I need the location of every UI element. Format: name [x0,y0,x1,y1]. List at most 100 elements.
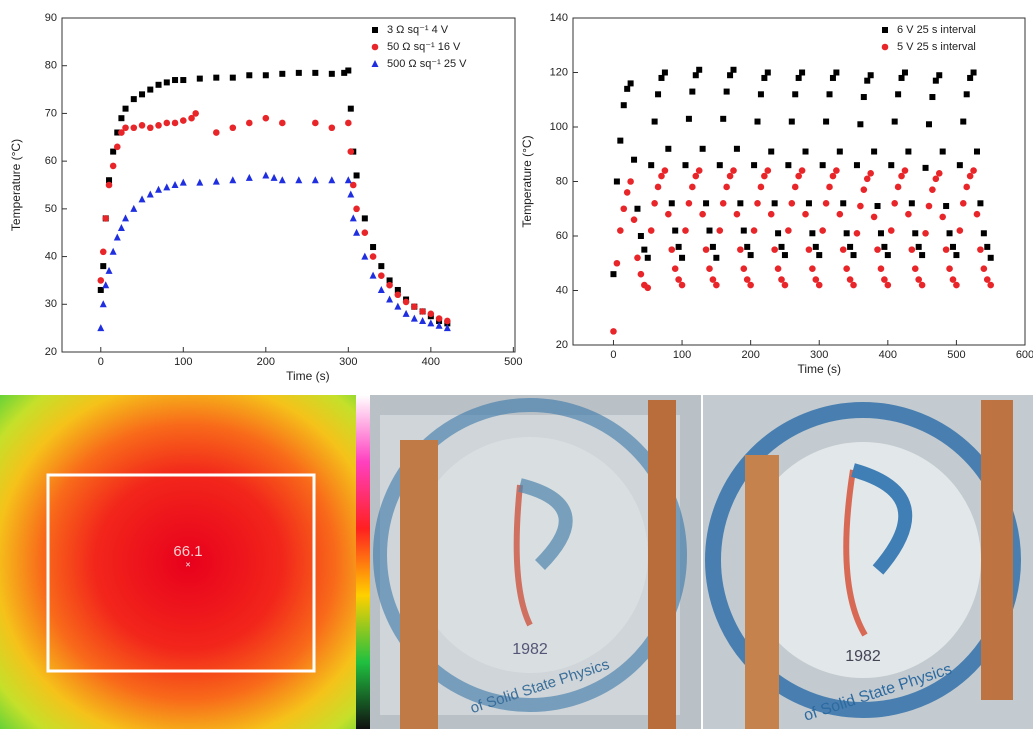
legend-marker [882,27,888,33]
data-point [747,281,754,289]
data-point [394,291,402,299]
y-tick-label: 80 [556,175,568,187]
data-point [788,200,796,207]
data-point [778,243,785,250]
data-point [915,276,922,283]
y-tick-label: 100 [550,121,568,133]
data-point [155,122,162,129]
data-point [860,94,867,101]
data-point [641,246,648,253]
data-point [353,172,360,179]
photo-svg: 1982 of Solid State Physics [370,395,701,729]
data-point [809,265,816,273]
data-point [829,74,836,81]
data-point [146,124,154,132]
data-point [637,233,644,239]
data-point [901,167,909,174]
data-point [767,210,775,218]
data-point [654,183,662,191]
data-point [229,74,236,81]
data-point [369,271,377,279]
data-point [874,246,881,253]
data-point [97,277,105,284]
data-point [113,143,121,151]
data-point [685,115,692,122]
copper-tape [400,440,438,729]
data-point [402,309,410,317]
data-point [744,243,751,250]
data-point [213,74,220,81]
x-tick-label: 300 [810,349,828,361]
data-point [163,79,170,86]
data-point [719,200,727,207]
data-point [929,94,936,101]
data-point [386,277,393,284]
data-point [262,114,270,122]
data-point [963,183,970,191]
data-point [953,281,960,289]
data-point [349,181,357,189]
data-point [925,121,932,128]
x-tick-label: 600 [1016,349,1033,361]
data-point [850,252,857,259]
data-point [624,85,631,92]
data-point [613,178,620,185]
data-point [179,117,187,124]
legend-marker [881,43,889,51]
data-point [118,129,125,136]
data-point [105,266,113,274]
data-point [617,137,624,144]
data-point [675,276,682,283]
copper-tape [981,400,1013,700]
y-tick-label: 70 [45,107,57,119]
data-point [922,164,929,171]
data-point [751,162,758,169]
data-point [706,227,713,234]
data-point [977,200,984,207]
data-point [980,230,987,237]
data-point [386,281,393,289]
data-point [846,276,854,283]
y-tick-label: 40 [556,284,568,296]
data-point [922,229,929,237]
x-tick-label: 300 [339,356,357,368]
data-point [703,200,710,207]
data-point [196,178,204,186]
data-point [795,172,802,180]
data-point [984,243,991,250]
data-point [122,124,129,132]
data-point [980,265,988,273]
data-point [943,203,950,210]
data-point [444,317,451,325]
data-point [929,186,936,193]
data-point [630,216,638,223]
data-point [402,298,410,306]
data-point [936,72,943,79]
data-point [328,176,336,184]
data-point [781,252,788,259]
data-point [987,281,995,289]
data-point [610,328,617,335]
data-point [341,69,348,76]
x-tick-label: 100 [673,349,691,361]
logo-year: 1982 [512,641,548,658]
data-point [138,195,146,203]
data-point [651,118,658,125]
x-tick-label: 500 [504,356,522,368]
data-point [411,303,418,310]
data-point [970,69,977,76]
data-point [973,210,981,218]
data-point [192,110,199,117]
cursor: × [185,559,190,569]
data-point [295,69,302,76]
legend-label: 500 Ω sq⁻¹ 25 V [387,58,467,70]
data-point [295,176,303,184]
data-point [682,162,689,169]
data-point [122,105,129,112]
data-point [419,316,427,324]
data-point [138,122,146,129]
data-point [816,252,823,259]
data-point [884,252,891,259]
data-point [867,170,874,177]
data-point [877,265,885,273]
